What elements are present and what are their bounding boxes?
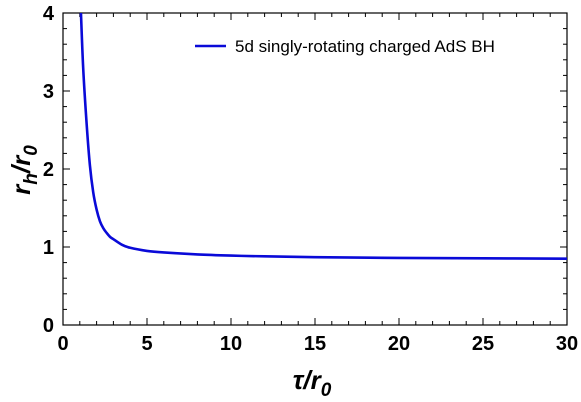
y-axis-title: rh/r0	[6, 145, 42, 195]
plot-frame	[62, 12, 568, 326]
axis-ticks	[62, 12, 568, 326]
x-tick-label: 5	[141, 333, 152, 355]
x-tick-label: 10	[220, 333, 242, 355]
x-axis-title: τ/r0	[293, 365, 332, 401]
y-tick-label: 1	[43, 237, 54, 259]
plot-border	[62, 12, 568, 326]
legend-label: 5d singly-rotating charged AdS BH	[235, 37, 495, 56]
series-group	[79, 13, 567, 260]
y-tick-label: 2	[43, 159, 54, 181]
tick-labels: 0 5 10 15 20 25 30 0 1 2 3 4	[43, 3, 578, 355]
legend: 5d singly-rotating charged AdS BH	[195, 37, 495, 56]
x-tick-label: 15	[304, 333, 326, 355]
x-tick-label: 20	[388, 333, 410, 355]
y-tick-label: 0	[43, 315, 54, 337]
x-tick-label: 30	[556, 333, 578, 355]
x-tick-label: 0	[57, 333, 68, 355]
series-line	[79, 13, 567, 260]
x-tick-label: 25	[472, 333, 494, 355]
y-tick-label: 4	[43, 3, 55, 25]
y-tick-label: 3	[43, 81, 54, 103]
